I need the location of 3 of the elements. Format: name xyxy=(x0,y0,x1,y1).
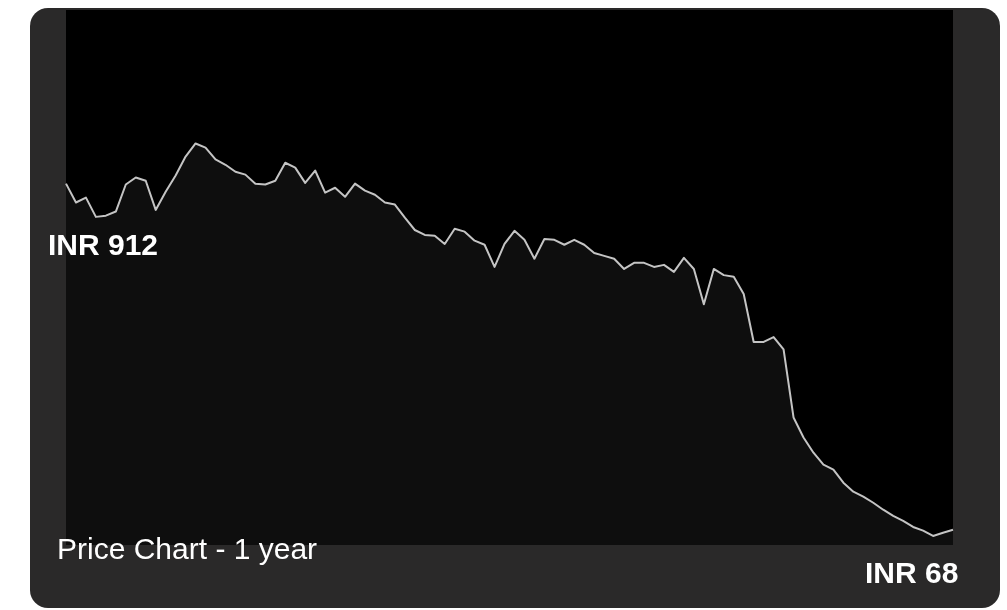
data-label: INR 912 xyxy=(48,228,159,262)
data-label: INR 68 xyxy=(865,556,959,590)
text: Price Chart - 1 year xyxy=(57,531,318,565)
